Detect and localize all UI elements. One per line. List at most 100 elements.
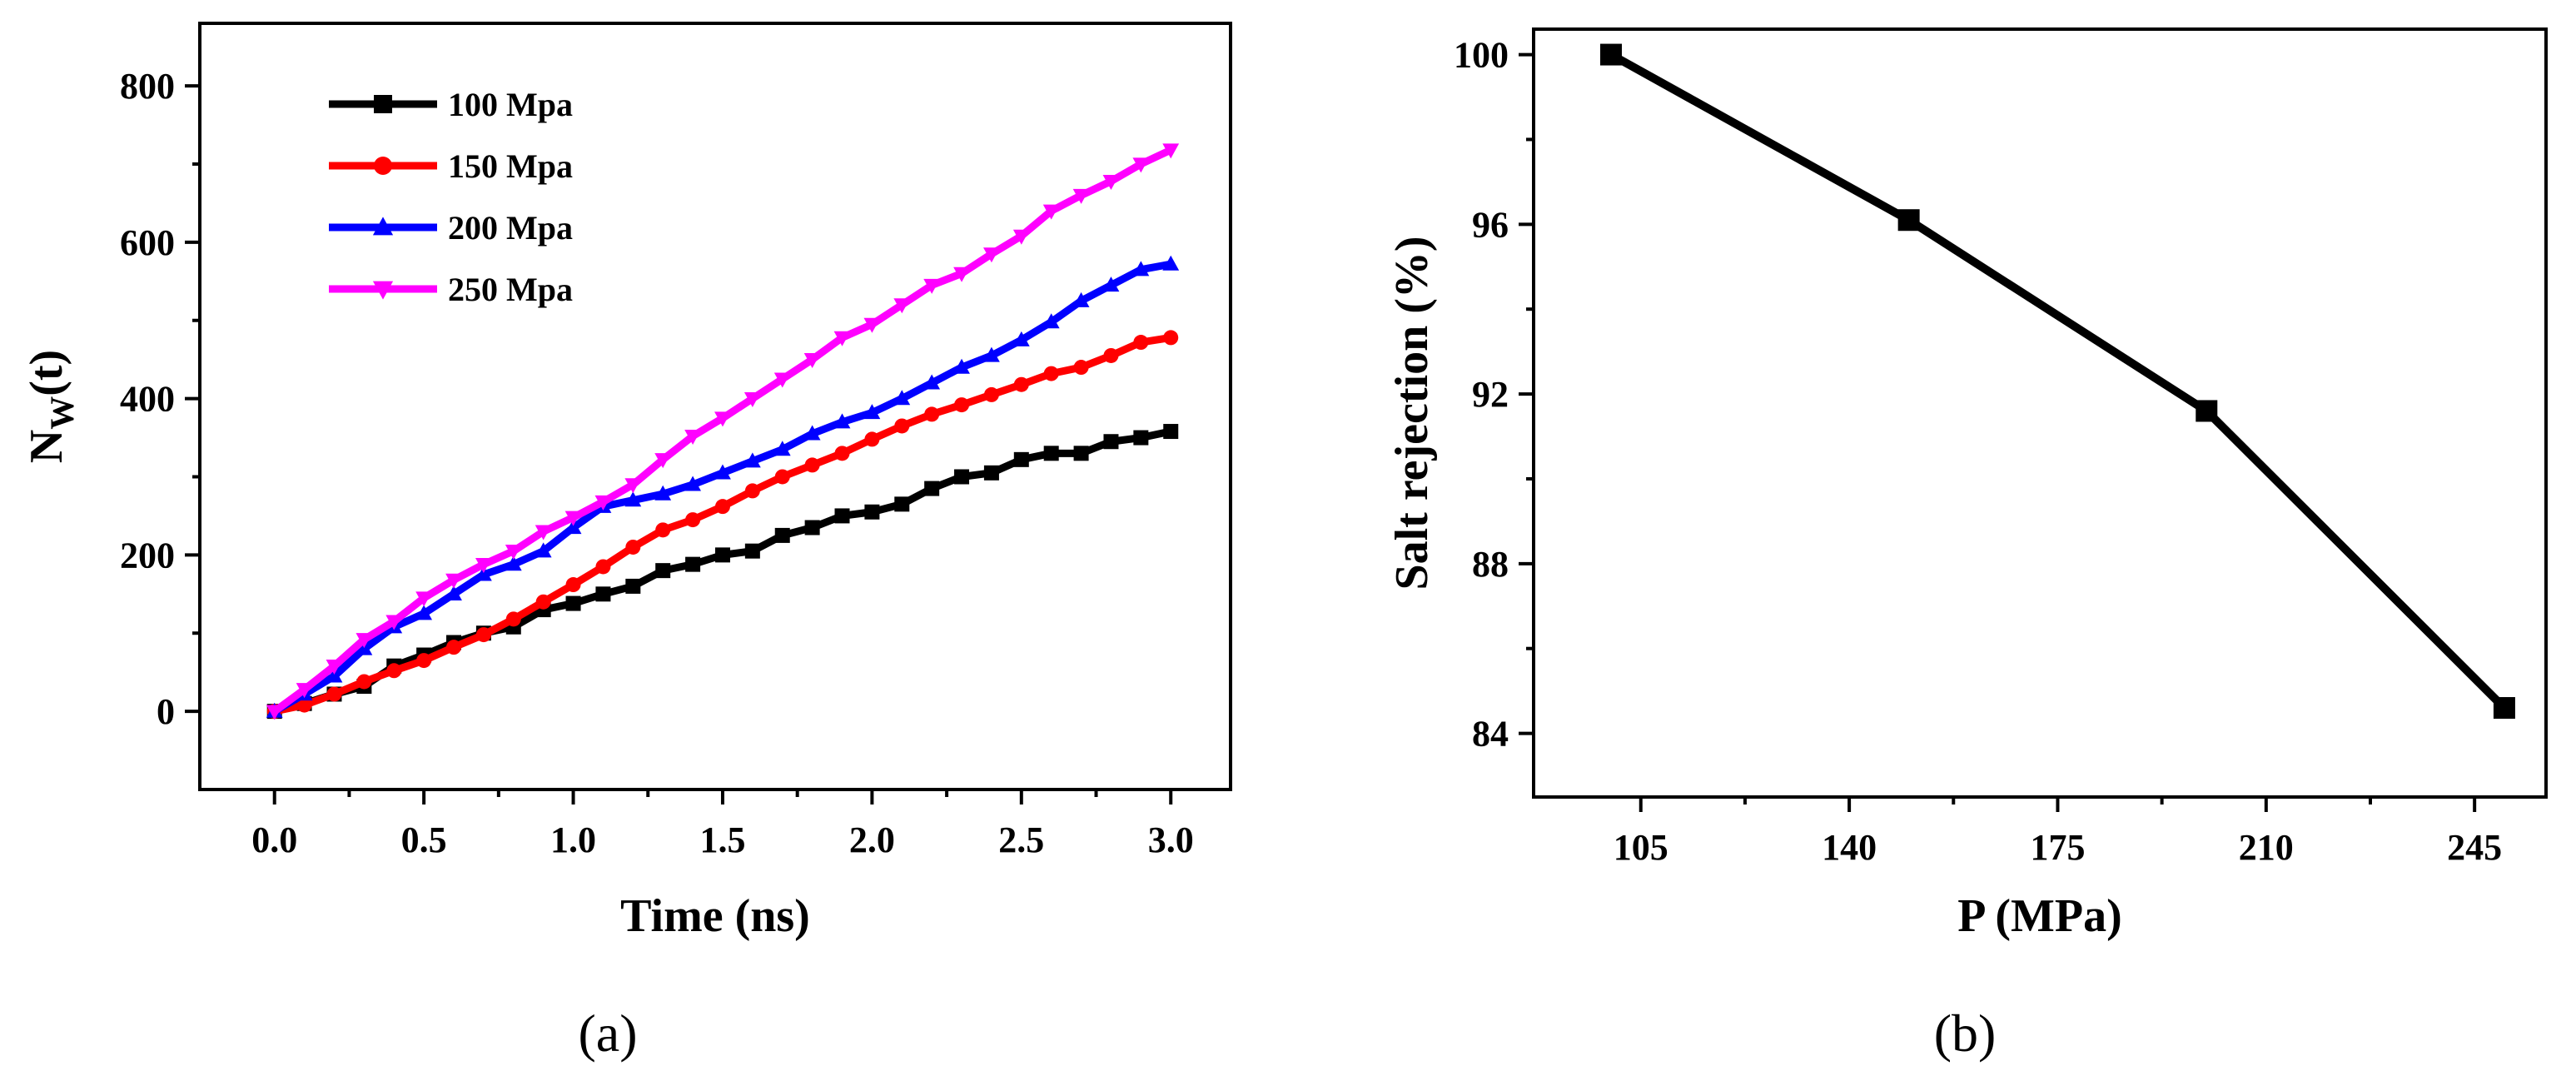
data-point: [893, 390, 911, 406]
data-point: [564, 519, 582, 535]
data-point: [1012, 229, 1030, 245]
panel-b-x-tick-label: 140: [1822, 827, 1877, 868]
panel-a-x-axis-title: Time (ns): [620, 890, 810, 942]
data-point: [743, 391, 761, 407]
data-point: [983, 465, 999, 481]
series-line-250-mpa: [272, 147, 1173, 715]
data-point: [356, 633, 373, 649]
data-point: [595, 559, 611, 575]
data-point: [953, 267, 970, 282]
data-point: [624, 491, 642, 507]
panel-b-label: (b): [1934, 1004, 1997, 1063]
panel-a-x-tick-label: 3.0: [1148, 819, 1194, 860]
panel-a-legend: 100 Mpa 150 Mpa 200 Mpa 250 Mpa: [329, 86, 573, 308]
data-point: [535, 525, 552, 540]
data-point: [804, 520, 820, 536]
data-point: [505, 555, 522, 571]
panel-b-series: [1599, 43, 2515, 720]
data-point: [505, 611, 521, 627]
data-point: [864, 504, 880, 520]
data-point: [803, 353, 821, 369]
data-point: [1012, 331, 1030, 346]
data-point: [863, 317, 881, 333]
panel-a-y-axis-title-main: N: [21, 430, 72, 463]
data-point: [266, 705, 283, 720]
series-250-mpa: [266, 143, 1180, 720]
panel-b-y-tick-label: 84: [1472, 714, 1509, 755]
data-point: [446, 640, 462, 655]
panel-b-y-tick-label: 92: [1472, 374, 1509, 415]
data-point: [356, 674, 372, 690]
panel-a-x-tick-label: 1.5: [699, 819, 745, 860]
legend-marker-250-mpa: [372, 281, 394, 300]
data-point: [1163, 330, 1179, 346]
data-point: [684, 476, 701, 491]
data-point: [773, 441, 791, 456]
data-point: [773, 372, 791, 388]
data-point: [1102, 276, 1120, 292]
data-point: [923, 374, 941, 390]
data-point: [1162, 143, 1180, 159]
legend-label-150-mpa: 150 Mpa: [448, 147, 573, 185]
data-point: [2493, 697, 2515, 720]
data-point: [983, 247, 1000, 263]
data-point: [983, 386, 999, 402]
data-point: [475, 565, 492, 581]
data-point: [654, 453, 672, 469]
data-point: [833, 331, 851, 346]
legend-marker-100-mpa: [374, 95, 392, 113]
data-point: [834, 446, 850, 461]
data-point: [445, 585, 462, 600]
data-point: [415, 591, 433, 607]
data-point: [326, 660, 343, 675]
data-point: [654, 485, 672, 501]
data-point: [864, 431, 880, 447]
data-point: [655, 522, 671, 538]
panel-a-y-axis-title-tail: (t): [21, 350, 72, 396]
data-point: [1043, 446, 1059, 461]
panel-b-x-tick-label: 245: [2447, 827, 2502, 868]
data-point: [1103, 347, 1119, 363]
data-point: [743, 452, 761, 468]
panel-b-y-axis-title: Salt rejection (%): [1386, 236, 1438, 590]
data-point: [774, 469, 790, 485]
data-point: [1013, 376, 1029, 392]
data-point: [1599, 43, 1622, 66]
panel-a-plot-frame: [198, 22, 1232, 791]
data-point: [1042, 204, 1060, 220]
data-point: [685, 556, 701, 572]
data-point: [415, 605, 433, 620]
series-salt-rejection: [1599, 43, 2515, 720]
panel-a-x-tick-label: 1.0: [550, 819, 596, 860]
data-point: [296, 683, 313, 699]
panel-b-y-tick-label: 88: [1472, 544, 1509, 585]
data-point: [1072, 188, 1090, 204]
data-point: [535, 542, 552, 558]
data-point: [445, 573, 462, 589]
panel-a-series: [266, 143, 1180, 720]
data-point: [893, 298, 911, 314]
panel-a-ticks: 0.0 0.5 1.0 1.5 2.0 2.5 3.0 0 200 400 600 800: [120, 66, 1194, 860]
data-point: [624, 478, 642, 494]
data-point: [924, 406, 940, 422]
data-point: [954, 397, 970, 413]
data-point: [1073, 446, 1089, 461]
data-point: [714, 464, 731, 480]
data-point: [625, 578, 641, 594]
panel-a-x-tick-label: 2.5: [998, 819, 1044, 860]
data-point: [386, 663, 402, 679]
panel-a-y-tick-label: 200: [120, 535, 175, 575]
data-point: [774, 527, 790, 543]
panel-a-y-tick-label: 600: [120, 222, 175, 263]
panel-a-y-tick-label: 0: [157, 691, 175, 732]
data-point: [1133, 430, 1149, 446]
data-point: [1132, 261, 1150, 276]
data-point: [1043, 366, 1059, 381]
panel-b-plot-frame: [1532, 27, 2548, 799]
panel-a-x-tick-label: 2.0: [849, 819, 895, 860]
data-point: [1897, 209, 1920, 232]
legend-marker-200-mpa: [372, 217, 394, 236]
panel-a-y-tick-label: 400: [120, 379, 175, 420]
data-point: [655, 563, 671, 579]
